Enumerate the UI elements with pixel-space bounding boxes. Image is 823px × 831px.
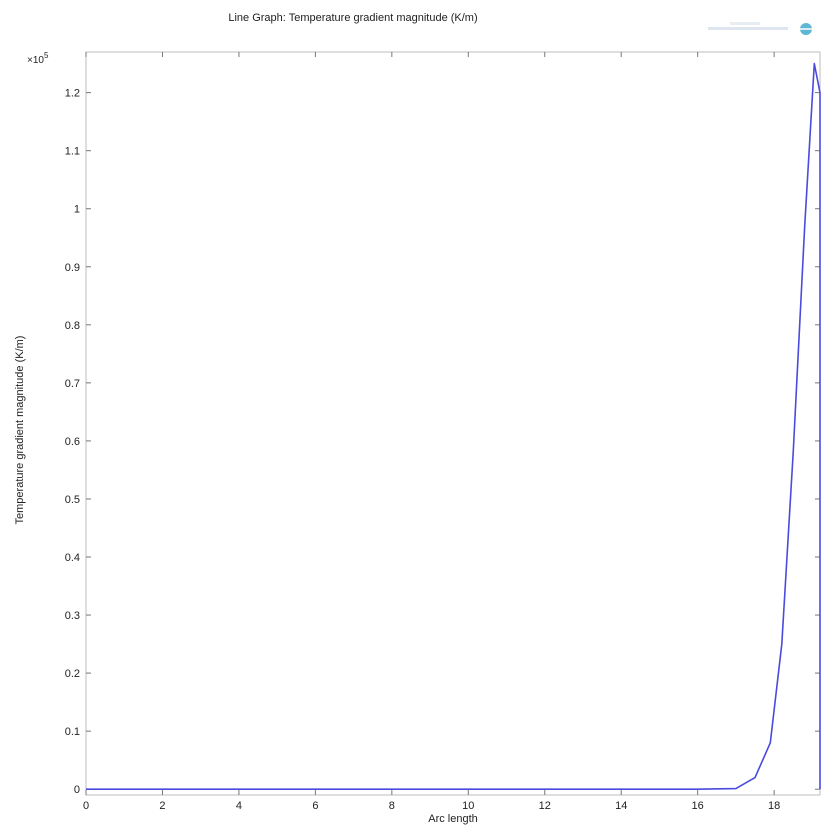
plot-area xyxy=(85,51,821,796)
y-tick-label: 0.8 xyxy=(65,320,80,332)
x-axis-label: Arc length xyxy=(428,813,478,825)
y-tick-label: 1 xyxy=(74,204,80,216)
chart-title: Line Graph: Temperature gradient magnitu… xyxy=(228,12,477,24)
y-tick-label: 0.6 xyxy=(65,436,80,448)
y-tick-label: 0.2 xyxy=(65,668,80,680)
y-axis-multiplier: ×105 xyxy=(27,51,49,66)
y-tick-label: 0.7 xyxy=(65,378,80,390)
y-tick-label: 0.5 xyxy=(65,494,80,506)
x-tick-label: 6 xyxy=(312,800,318,812)
x-tick-label: 16 xyxy=(692,800,704,812)
x-tick-label: 2 xyxy=(159,800,165,812)
y-axis-label: Temperature gradient magnitude (K/m) xyxy=(14,336,26,525)
y-tick-label: 0.4 xyxy=(65,552,80,564)
x-tick-label: 14 xyxy=(615,800,627,812)
y-tick-label: 1.2 xyxy=(65,88,80,100)
series-line xyxy=(86,62,821,791)
x-tick-label: 4 xyxy=(236,800,242,812)
y-tick-label: 1.1 xyxy=(65,146,80,158)
software-logo xyxy=(700,18,818,40)
y-tick-label: 0 xyxy=(74,784,80,796)
y-tick-label: 0.3 xyxy=(65,610,80,622)
x-tick-label: 10 xyxy=(462,800,474,812)
x-tick-label: 0 xyxy=(83,800,89,812)
y-axis-multiplier-exponent: 5 xyxy=(44,51,49,60)
x-tick-label: 12 xyxy=(539,800,551,812)
y-axis-multiplier-base: ×10 xyxy=(27,55,44,66)
x-tick-label: 8 xyxy=(389,800,395,812)
x-tick-label: 18 xyxy=(768,800,780,812)
y-tick-label: 0.9 xyxy=(65,262,80,274)
y-tick-label: 0.1 xyxy=(65,726,80,738)
